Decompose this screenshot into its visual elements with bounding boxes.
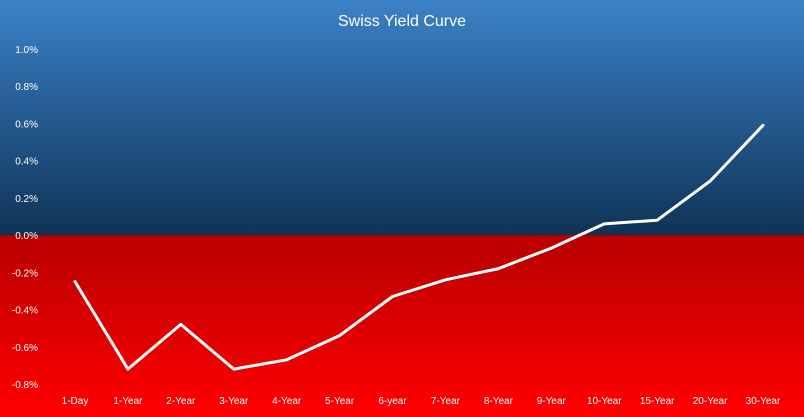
x-tick-label: 2-Year bbox=[166, 396, 196, 407]
y-tick-label: -0.2% bbox=[12, 268, 38, 279]
x-tick-label: 1-Day bbox=[62, 396, 89, 407]
chart-title: Swiss Yield Curve bbox=[338, 13, 466, 30]
x-tick-label: 15-Year bbox=[640, 396, 675, 407]
x-tick-label: 10-Year bbox=[587, 396, 622, 407]
x-tick-label: 8-Year bbox=[484, 396, 514, 407]
x-tick-label: 3-Year bbox=[219, 396, 249, 407]
yield-series-line bbox=[73, 123, 765, 371]
y-tick-label: 0.2% bbox=[15, 194, 38, 205]
negative-yield-background bbox=[0, 235, 804, 417]
y-tick-label: -0.4% bbox=[12, 306, 38, 317]
x-tick-label: 6-year bbox=[378, 396, 407, 407]
y-tick-label: 0.4% bbox=[15, 157, 38, 168]
y-tick-label: 0.6% bbox=[15, 119, 38, 130]
x-tick-label: 30-Year bbox=[746, 396, 781, 407]
y-tick-label: -0.6% bbox=[12, 343, 38, 354]
x-tick-label: 20-Year bbox=[693, 396, 728, 407]
x-tick-label: 4-Year bbox=[272, 396, 302, 407]
y-tick-label: 0.8% bbox=[15, 82, 38, 93]
y-tick-label: -0.8% bbox=[12, 380, 38, 391]
y-tick-label: 1.0% bbox=[15, 45, 38, 56]
y-tick-label: 0.0% bbox=[15, 231, 38, 242]
x-axis-ticks: 1-Day 1-Year 2-Year 3-Year 4-Year 5-Year 6-yea… bbox=[62, 396, 781, 407]
x-tick-label: 7-Year bbox=[431, 396, 461, 407]
y-axis-ticks: 1.0% 0.8% 0.6% 0.4% 0.2% 0.0% -0.2% -0.4% -0.6% -… bbox=[12, 45, 38, 391]
x-tick-label: 5-Year bbox=[325, 396, 355, 407]
x-tick-label: 1-Year bbox=[113, 396, 143, 407]
x-tick-label: 9-Year bbox=[537, 396, 567, 407]
positive-yield-background bbox=[0, 0, 804, 236]
